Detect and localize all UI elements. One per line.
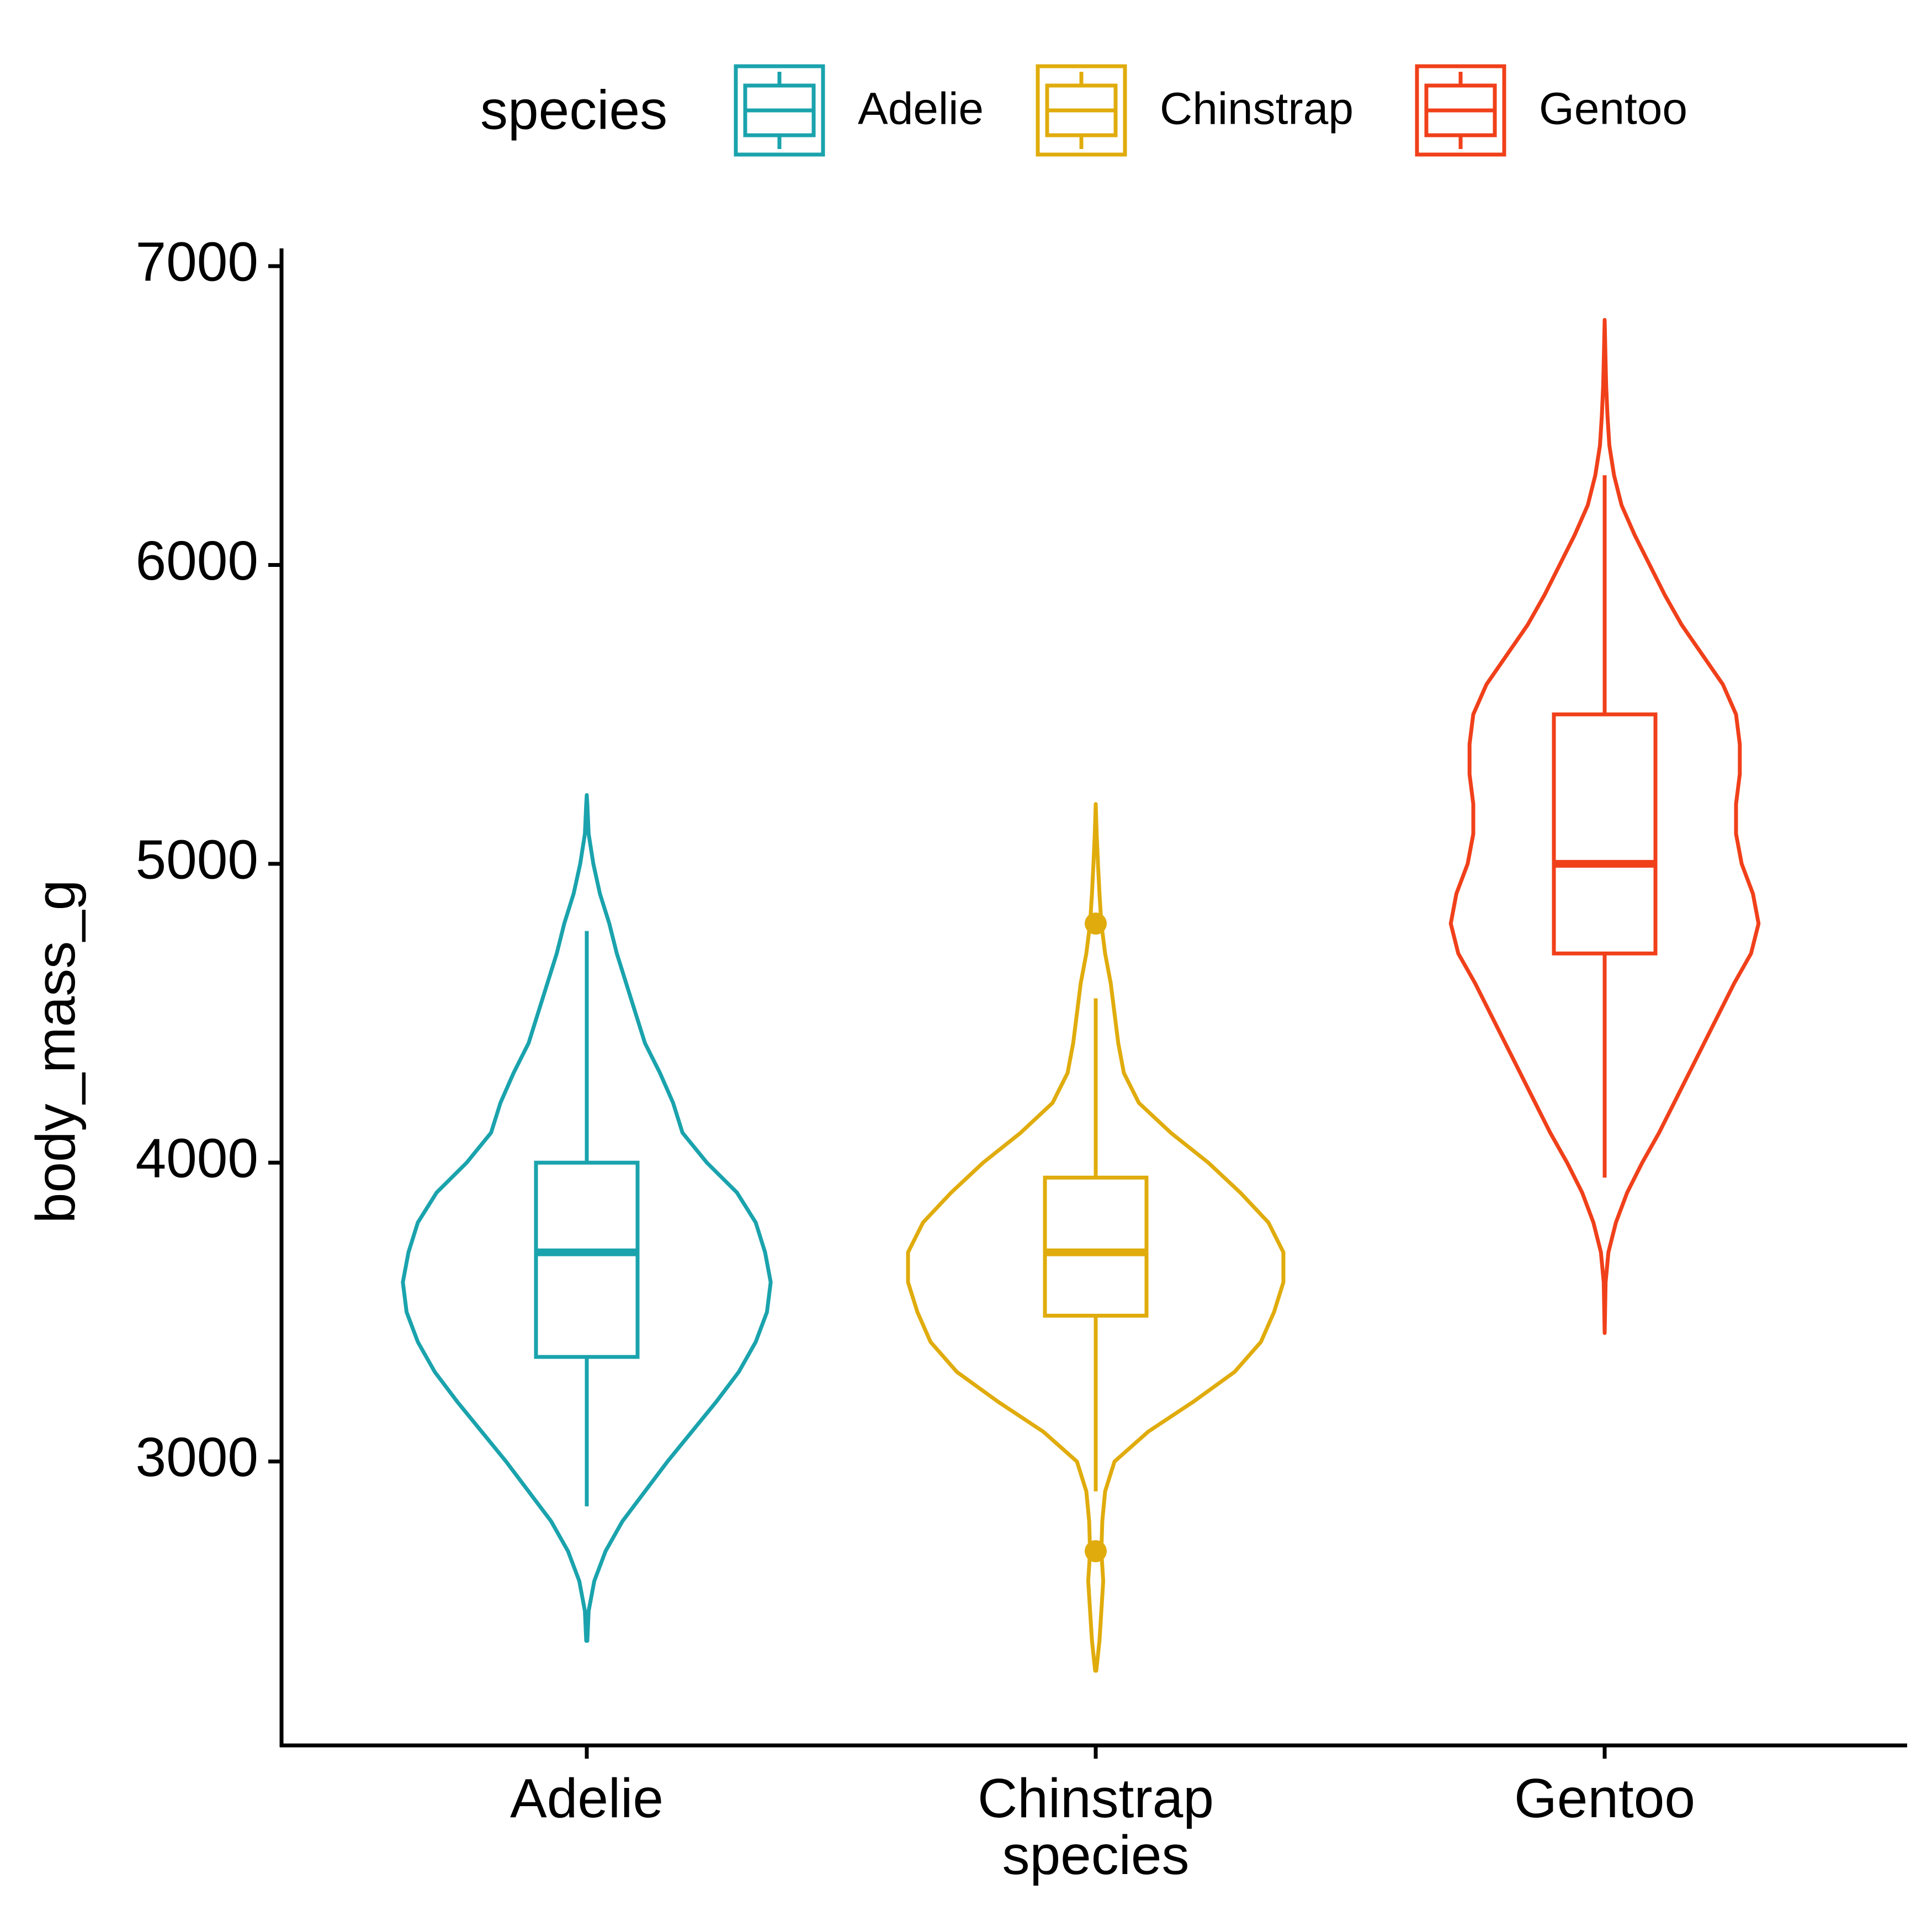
legend-label-gentoo: Gentoo <box>1539 84 1687 134</box>
axes: 3000 4000 5000 6000 7000 Adelie Chinstrap Gent… <box>25 231 1907 1886</box>
outlier-chinstrap-2700 <box>1085 1540 1107 1563</box>
boxplots <box>534 475 1658 1563</box>
violin-gentoo <box>1448 318 1761 1335</box>
y-tick-label-4000: 4000 <box>136 1128 258 1190</box>
legend-entries: Adelie Chinstrap Gentoo <box>734 64 1687 157</box>
x-axis-ticks: Adelie Chinstrap Gentoo <box>510 1745 1695 1829</box>
violin-chinstrap <box>906 802 1286 1673</box>
y-axis-label: body_mass_g <box>25 880 87 1224</box>
x-tick-label-adelie: Adelie <box>510 1768 664 1829</box>
legend-item-chinstrap: Chinstrap <box>1036 64 1354 157</box>
legend-label-adelie: Adelie <box>858 84 984 134</box>
plot-area <box>401 318 1761 1673</box>
x-tick-label-gentoo: Gentoo <box>1514 1768 1695 1829</box>
y-tick-label-7000: 7000 <box>136 231 258 293</box>
box-adelie <box>534 1160 640 1359</box>
x-tick-label-chinstrap: Chinstrap <box>978 1768 1214 1829</box>
box-gentoo <box>1552 712 1658 956</box>
legend-label-chinstrap: Chinstrap <box>1160 84 1354 134</box>
y-tick-label-3000: 3000 <box>136 1426 258 1488</box>
y-tick-label-6000: 6000 <box>136 530 258 592</box>
legend-title: species <box>480 79 667 141</box>
legend-item-gentoo: Gentoo <box>1415 64 1687 157</box>
legend-item-adelie: Adelie <box>734 64 984 157</box>
y-axis-ticks: 3000 4000 5000 6000 7000 <box>136 231 282 1488</box>
violin-adelie <box>401 793 773 1643</box>
outlier-chinstrap-4800 <box>1085 912 1107 935</box>
box-chinstrap <box>1043 1175 1149 1318</box>
violins <box>401 318 1761 1673</box>
legend: species Adelie Chinstrap Gentoo <box>480 64 1687 157</box>
y-tick-label-5000: 5000 <box>136 829 258 890</box>
x-axis-label: species <box>1002 1824 1189 1886</box>
